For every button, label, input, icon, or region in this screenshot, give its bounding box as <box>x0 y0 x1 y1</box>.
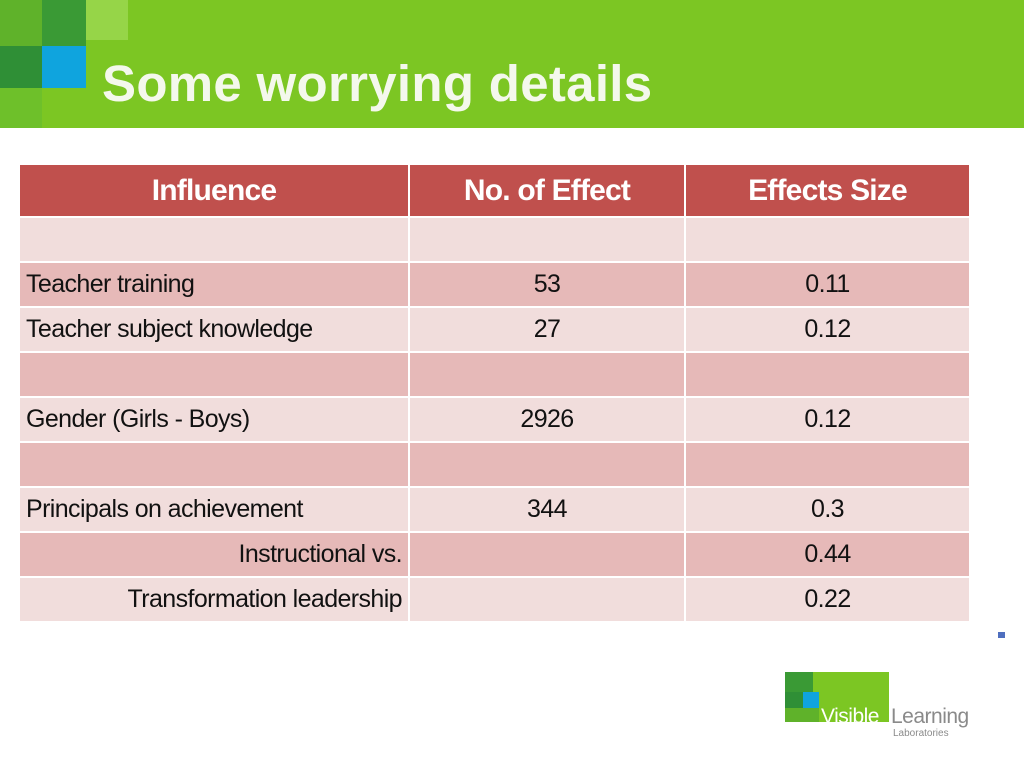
table-row: Teacher training 53 0.11 <box>18 261 971 308</box>
cell-size <box>684 351 971 398</box>
table-row <box>18 216 971 263</box>
title-bar: Some worrying details <box>0 0 1024 128</box>
table-row <box>18 351 971 398</box>
cell-effects: 344 <box>408 486 686 533</box>
cell-influence: Instructional vs. <box>18 531 410 578</box>
cell-influence: Transformation leadership <box>18 576 410 623</box>
cell-effects <box>408 531 686 578</box>
cell-effects: 53 <box>408 261 686 308</box>
cell-size: 0.3 <box>684 486 971 533</box>
cell-influence: Teacher subject knowledge <box>18 306 410 353</box>
cell-size: 0.12 <box>684 396 971 443</box>
cell-influence: Principals on achievement <box>18 486 410 533</box>
cell-influence <box>18 351 410 398</box>
table-header-row: Influence No. of Effect Effects Size <box>18 163 971 218</box>
decor-square <box>0 0 42 46</box>
cell-size: 0.12 <box>684 306 971 353</box>
cell-influence: Teacher training <box>18 261 410 308</box>
decor-square <box>86 0 128 40</box>
cell-effects <box>408 216 686 263</box>
cell-size: 0.44 <box>684 531 971 578</box>
table-row <box>18 441 971 488</box>
cell-influence: Gender (Girls - Boys) <box>18 396 410 443</box>
table-row: Gender (Girls - Boys) 2926 0.12 <box>18 396 971 443</box>
logo-square <box>785 708 819 722</box>
effects-table: Influence No. of Effect Effects Size Tea… <box>18 163 971 623</box>
header-effects-size: Effects Size <box>684 163 971 218</box>
logo-square <box>785 672 813 692</box>
cell-influence <box>18 216 410 263</box>
slide-title: Some worrying details <box>102 55 653 112</box>
header-influence: Influence <box>18 163 410 218</box>
logo-text-visible: Visible <box>821 705 879 728</box>
cell-effects <box>408 576 686 623</box>
decor-square <box>0 46 42 88</box>
logo-square <box>803 692 819 708</box>
logo-square <box>813 672 889 722</box>
table-row: Instructional vs. 0.44 <box>18 531 971 578</box>
table-row: Teacher subject knowledge 27 0.12 <box>18 306 971 353</box>
table-row: Transformation leadership 0.22 <box>18 576 971 623</box>
logo-text-laboratories: Laboratories <box>893 728 949 739</box>
cell-effects: 27 <box>408 306 686 353</box>
cell-size: 0.11 <box>684 261 971 308</box>
cell-effects <box>408 351 686 398</box>
header-no-of-effect: No. of Effect <box>408 163 686 218</box>
table-resize-handle-icon <box>998 632 1005 638</box>
cell-influence <box>18 441 410 488</box>
table-row: Principals on achievement 344 0.3 <box>18 486 971 533</box>
cell-effects <box>408 441 686 488</box>
decor-square <box>42 0 86 46</box>
decor-square <box>42 46 86 88</box>
cell-size: 0.22 <box>684 576 971 623</box>
logo-text-learning: Learning <box>891 705 969 728</box>
logo-square <box>785 692 803 708</box>
cell-size <box>684 216 971 263</box>
cell-effects: 2926 <box>408 396 686 443</box>
cell-size <box>684 441 971 488</box>
visible-learning-logo: Visible Learning Laboratories <box>785 672 985 742</box>
decor-square <box>0 88 42 128</box>
